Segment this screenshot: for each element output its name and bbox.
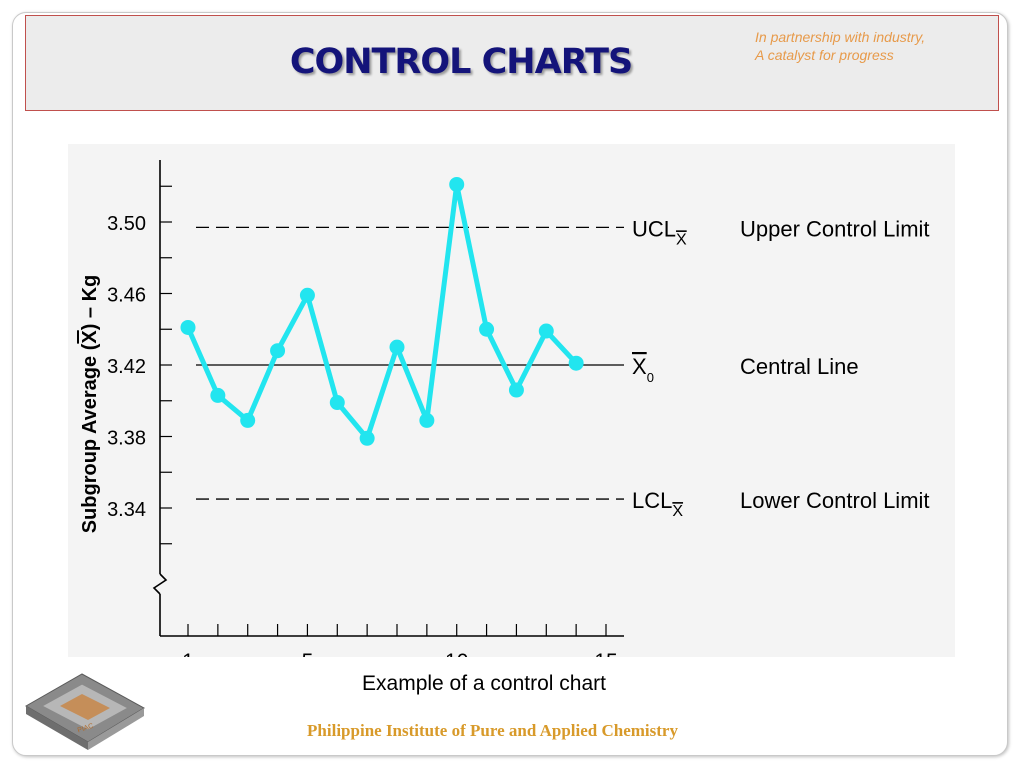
- chart-caption: Example of a control chart: [362, 672, 606, 695]
- data-point: [419, 412, 435, 428]
- data-point: [449, 176, 465, 192]
- data-point: [568, 355, 584, 371]
- y-tick-label: 3.38: [107, 428, 146, 450]
- control-line-subscript: 0: [647, 370, 654, 385]
- control-line-label: X0: [632, 354, 654, 385]
- footer-organization: Philippine Institute of Pure and Applied…: [307, 721, 678, 740]
- y-tick-label: 3.50: [107, 213, 146, 235]
- y-axis-label-part: Subgroup Average (: [79, 343, 101, 533]
- y-axis-label-part: X: [79, 330, 101, 344]
- control-line-label: LCLX: [632, 488, 683, 520]
- chart-panel: 3.34 3.38 3.42 3.46 3.50 Subgroup Average (X)…: [68, 144, 955, 657]
- data-point: [508, 382, 524, 398]
- x-tick-label: 1: [182, 650, 194, 657]
- control-line-description: Upper Control Limit: [740, 216, 930, 241]
- y-axis-label-part: ) – Kg: [79, 275, 101, 331]
- logo-text: PIAC: [77, 723, 95, 735]
- control-line-label: UCLX: [632, 216, 687, 248]
- control-line-description: Central Line: [740, 354, 859, 379]
- control-line-subscript: X: [676, 231, 687, 248]
- tagline-line-1: In partnership with industry,: [755, 29, 926, 45]
- tagline: In partnership with industry, A catalyst…: [755, 28, 995, 64]
- y-tick-label: 3.46: [107, 285, 146, 307]
- data-point: [180, 319, 196, 335]
- y-tick-label: 3.34: [107, 499, 146, 521]
- x-tick-label: 5: [302, 650, 314, 657]
- data-point: [299, 287, 315, 303]
- x-tick-label: 15: [594, 650, 617, 657]
- data-point: [359, 430, 375, 446]
- tagline-line-2: A catalyst for progress: [755, 47, 894, 63]
- data-point: [538, 323, 554, 339]
- page-title: CONTROL CHARTS: [289, 42, 633, 82]
- header-band: CONTROL CHARTS In partnership with indus…: [25, 15, 999, 111]
- y-axis-label: Subgroup Average (X) – Kg: [79, 275, 101, 534]
- series-line: [185, 181, 578, 441]
- control-line-subscript: X: [672, 503, 683, 520]
- control-line-symbol: LCL: [632, 488, 672, 513]
- data-point: [389, 339, 405, 355]
- y-axis-break: [152, 573, 168, 595]
- piac-logo-icon: PIAC: [24, 673, 145, 750]
- data-point: [240, 412, 256, 428]
- y-tick-label: 3.42: [107, 356, 146, 378]
- x-tick-label: 10: [445, 650, 468, 657]
- data-point: [329, 395, 345, 411]
- control-line-description: Lower Control Limit: [740, 488, 930, 513]
- data-point: [270, 343, 286, 359]
- data-point: [479, 321, 495, 337]
- control-line-symbol: X: [632, 354, 647, 379]
- data-point: [210, 387, 226, 403]
- control-line-symbol: UCL: [632, 216, 676, 241]
